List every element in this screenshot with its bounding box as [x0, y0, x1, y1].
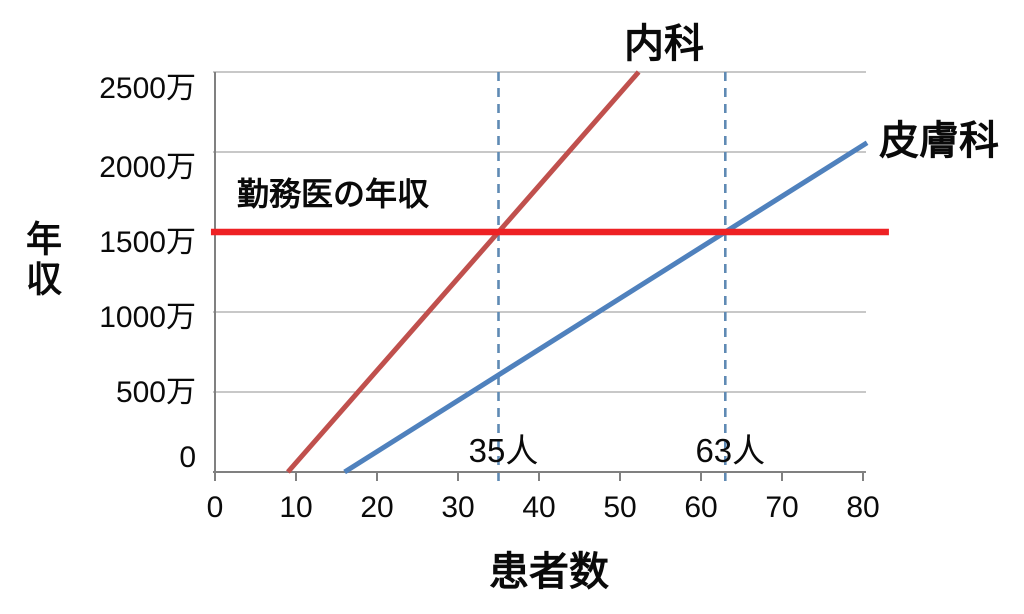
y-tick-label: 1000万	[99, 301, 196, 334]
guide-label: 63人	[695, 432, 766, 469]
y-tick-label: 0	[179, 441, 196, 474]
x-tick-label: 40	[522, 491, 556, 524]
y-tick-label: 2000万	[99, 151, 196, 184]
x-tick-label: 30	[441, 491, 475, 524]
x-tick-label: 0	[206, 491, 224, 524]
x-tick-label: 50	[603, 491, 637, 524]
series-label-naika: 内科	[624, 22, 704, 66]
x-tick-label: 20	[360, 491, 394, 524]
y-tick-label: 2500万	[99, 72, 196, 105]
x-tick-label: 60	[684, 491, 718, 524]
x-tick-label: 70	[765, 491, 799, 524]
reference-line-label-salary: 勤務医の年収	[237, 176, 430, 212]
y-axis-title: 年収	[25, 218, 62, 299]
x-tick-label: 80	[846, 491, 880, 524]
guide-label: 35人	[468, 432, 539, 469]
x-tick-label: 10	[279, 491, 313, 524]
naika-line	[286, 70, 641, 474]
y-tick-label: 500万	[115, 376, 196, 409]
series-label-hifuka: 皮膚科	[879, 119, 999, 163]
x-axis-title: 患者数	[489, 550, 609, 594]
y-tick-label: 1500万	[99, 226, 196, 259]
